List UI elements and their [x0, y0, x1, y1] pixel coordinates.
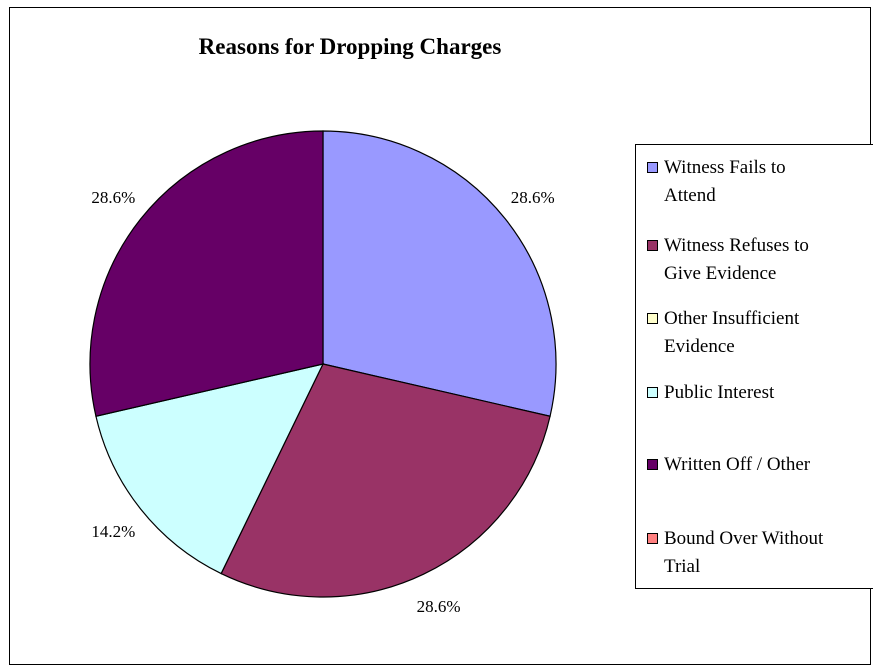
legend-swatch-3 — [647, 387, 658, 398]
legend-item-5: Bound Over Without Trial — [647, 525, 873, 581]
legend-swatch-5 — [647, 533, 658, 544]
chart-title: Reasons for Dropping Charges — [198, 34, 502, 59]
pie-slice-1 — [220, 363, 551, 598]
legend-item-3: Public Interest — [647, 379, 873, 407]
legend-item-2: Other Insufficient Evidence — [647, 305, 873, 361]
legend-swatch-2 — [647, 313, 658, 324]
legend: Witness Fails to Attend Witness Refuses t… — [635, 144, 873, 589]
legend-item-0: Witness Fails to Attend — [647, 154, 873, 210]
pie-slice-3 — [95, 363, 325, 575]
pie-slice-0 — [322, 130, 557, 417]
legend-item-4: Written Off / Other — [647, 451, 873, 479]
legend-label-0: Witness Fails to Attend — [664, 157, 786, 206]
data-label-4: 28.6% — [91, 188, 135, 207]
legend-label-1: Witness Refuses to Give Evidence — [664, 235, 809, 284]
legend-label-5: Bound Over Without Trial — [664, 528, 824, 577]
legend-swatch-1 — [647, 240, 658, 251]
legend-label-3: Public Interest — [664, 382, 775, 403]
legend-label-4: Written Off / Other — [664, 454, 811, 475]
data-label-3: 14.2% — [91, 522, 135, 541]
legend-swatch-0 — [647, 162, 658, 173]
data-label-0: 28.6% — [511, 188, 555, 207]
legend-label-2: Other Insufficient Evidence — [664, 308, 800, 357]
legend-item-1: Witness Refuses to Give Evidence — [647, 232, 873, 288]
legend-swatch-4 — [647, 459, 658, 470]
data-label-1: 28.6% — [417, 597, 461, 616]
pie-slice-4 — [89, 130, 324, 417]
